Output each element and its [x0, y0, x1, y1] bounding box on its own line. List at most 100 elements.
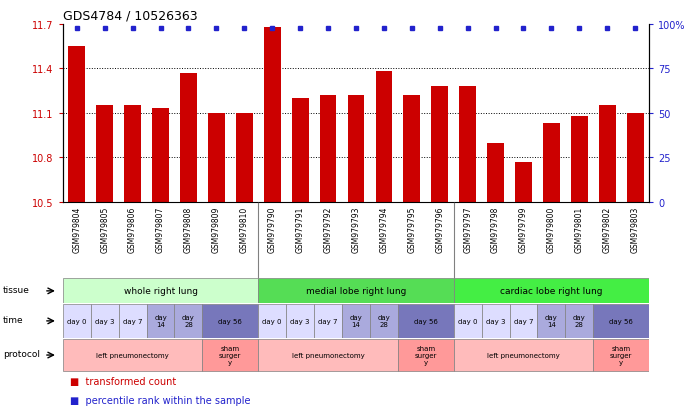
- Bar: [63, 279, 258, 304]
- Text: sham
surger
y: sham surger y: [610, 345, 632, 365]
- Bar: [565, 304, 593, 338]
- Bar: [599, 106, 616, 202]
- Bar: [627, 114, 644, 202]
- Text: GSM979801: GSM979801: [575, 206, 584, 252]
- Bar: [258, 304, 286, 338]
- Text: GSM979798: GSM979798: [491, 206, 500, 252]
- Text: GSM979806: GSM979806: [128, 206, 137, 252]
- Text: day 56: day 56: [609, 318, 633, 324]
- Bar: [292, 99, 309, 202]
- Bar: [63, 339, 202, 371]
- Text: day
14: day 14: [350, 315, 362, 328]
- Text: day 0: day 0: [262, 318, 282, 324]
- Text: ■  percentile rank within the sample: ■ percentile rank within the sample: [70, 395, 251, 405]
- Text: sham
surger
y: sham surger y: [219, 345, 242, 365]
- Bar: [68, 47, 85, 202]
- Text: tissue: tissue: [3, 285, 30, 294]
- Text: day 3: day 3: [95, 318, 114, 324]
- Bar: [537, 304, 565, 338]
- Text: GSM979792: GSM979792: [324, 206, 332, 252]
- Text: GSM979808: GSM979808: [184, 206, 193, 252]
- Text: GSM979809: GSM979809: [212, 206, 221, 252]
- Bar: [258, 339, 398, 371]
- Text: left pneumonectomy: left pneumonectomy: [292, 352, 364, 358]
- Bar: [342, 304, 370, 338]
- Text: GSM979794: GSM979794: [380, 206, 388, 253]
- Text: protocol: protocol: [3, 349, 40, 358]
- Bar: [459, 87, 476, 202]
- Text: GSM979805: GSM979805: [101, 206, 109, 252]
- Bar: [482, 304, 510, 338]
- Bar: [571, 116, 588, 202]
- Text: GSM979795: GSM979795: [408, 206, 416, 253]
- Text: day 56: day 56: [414, 318, 438, 324]
- Bar: [202, 339, 258, 371]
- Bar: [202, 304, 258, 338]
- Text: whole right lung: whole right lung: [124, 287, 198, 296]
- Text: cardiac lobe right lung: cardiac lobe right lung: [500, 287, 602, 296]
- Text: GSM979800: GSM979800: [547, 206, 556, 252]
- Text: day 7: day 7: [123, 318, 142, 324]
- Bar: [258, 279, 454, 304]
- Bar: [91, 304, 119, 338]
- Text: GSM979810: GSM979810: [240, 206, 248, 252]
- Text: day 3: day 3: [486, 318, 505, 324]
- Text: ■  transformed count: ■ transformed count: [70, 376, 176, 386]
- Bar: [124, 106, 141, 202]
- Bar: [403, 96, 420, 202]
- Bar: [593, 339, 649, 371]
- Text: day
28: day 28: [573, 315, 586, 328]
- Text: day
14: day 14: [545, 315, 558, 328]
- Text: GDS4784 / 10526363: GDS4784 / 10526363: [63, 9, 198, 22]
- Bar: [147, 304, 174, 338]
- Text: GSM979799: GSM979799: [519, 206, 528, 253]
- Bar: [348, 96, 364, 202]
- Text: day
28: day 28: [182, 315, 195, 328]
- Text: day 7: day 7: [514, 318, 533, 324]
- Text: GSM979802: GSM979802: [603, 206, 611, 252]
- Bar: [398, 304, 454, 338]
- Bar: [376, 72, 392, 202]
- Bar: [543, 124, 560, 202]
- Bar: [515, 162, 532, 202]
- Text: GSM979793: GSM979793: [352, 206, 360, 253]
- Text: day 56: day 56: [218, 318, 242, 324]
- Text: GSM979797: GSM979797: [463, 206, 472, 253]
- Bar: [63, 304, 91, 338]
- Bar: [320, 96, 336, 202]
- Bar: [119, 304, 147, 338]
- Text: day 7: day 7: [318, 318, 338, 324]
- Bar: [180, 74, 197, 202]
- Text: GSM979807: GSM979807: [156, 206, 165, 252]
- Bar: [510, 304, 537, 338]
- Bar: [208, 114, 225, 202]
- Text: day 0: day 0: [458, 318, 477, 324]
- Text: sham
surger
y: sham surger y: [415, 345, 437, 365]
- Bar: [286, 304, 314, 338]
- Text: day 3: day 3: [290, 318, 310, 324]
- Text: GSM979803: GSM979803: [631, 206, 639, 252]
- Bar: [236, 114, 253, 202]
- Text: GSM979790: GSM979790: [268, 206, 276, 253]
- Bar: [431, 87, 448, 202]
- Text: day
28: day 28: [378, 315, 390, 328]
- Bar: [152, 109, 169, 202]
- Bar: [454, 339, 593, 371]
- Text: medial lobe right lung: medial lobe right lung: [306, 287, 406, 296]
- Text: day
14: day 14: [154, 315, 167, 328]
- Text: GSM979796: GSM979796: [436, 206, 444, 253]
- Text: time: time: [3, 315, 24, 324]
- Text: GSM979791: GSM979791: [296, 206, 304, 252]
- Bar: [370, 304, 398, 338]
- Bar: [454, 279, 649, 304]
- Bar: [96, 106, 113, 202]
- Bar: [487, 143, 504, 202]
- Bar: [398, 339, 454, 371]
- Bar: [174, 304, 202, 338]
- Bar: [593, 304, 649, 338]
- Bar: [264, 28, 281, 202]
- Text: left pneumonectomy: left pneumonectomy: [487, 352, 560, 358]
- Bar: [454, 304, 482, 338]
- Text: left pneumonectomy: left pneumonectomy: [96, 352, 169, 358]
- Text: GSM979804: GSM979804: [73, 206, 81, 252]
